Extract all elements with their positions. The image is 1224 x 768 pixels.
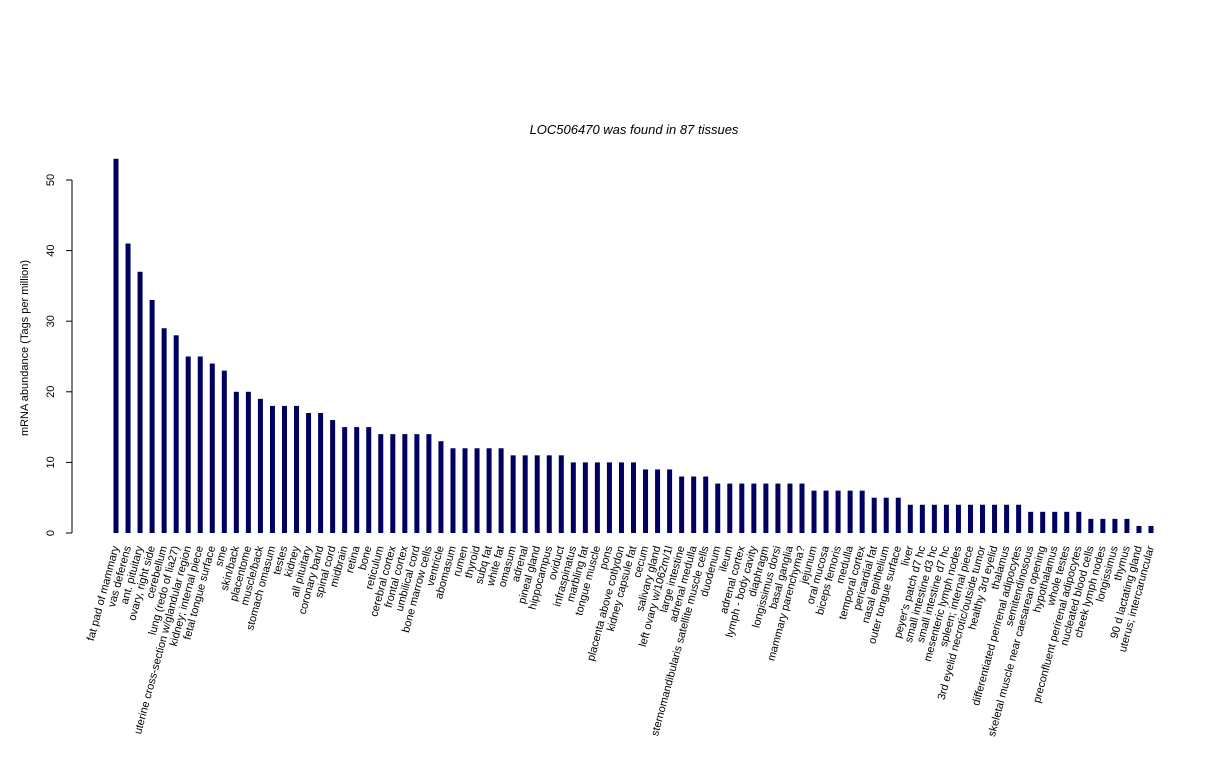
bar [859,490,865,533]
bar [185,356,191,533]
bar [233,391,239,533]
bar [486,448,492,533]
bar [438,441,444,533]
bar [281,405,287,533]
bar [739,483,745,533]
bar [943,504,949,533]
bar [1076,511,1082,533]
bar [294,405,300,533]
bar [354,427,360,533]
bar [534,455,540,533]
bar [137,271,143,533]
bar [1100,518,1106,533]
bar [1064,511,1070,533]
bar [390,434,396,533]
bar [269,405,275,533]
bar [631,462,636,533]
bar [931,504,937,533]
y-tick-label: 30 [45,315,57,327]
bar [498,448,504,533]
y-tick-label: 50 [45,174,57,186]
bar [318,412,324,533]
bar [1016,504,1022,533]
bar [378,434,384,533]
bar [366,427,372,533]
y-tick-label: 20 [45,386,57,398]
bar [655,469,661,533]
bar [883,497,889,533]
bar [835,490,841,533]
bar [799,483,805,533]
bar [426,434,432,533]
bar [691,476,697,533]
bar [414,434,420,533]
bar [980,504,986,533]
bar [1112,518,1118,533]
x-tick-label: sme [213,545,230,568]
bar [558,455,564,533]
bar [1148,525,1154,533]
bar [811,490,817,533]
bar [715,483,721,533]
bar [306,412,312,533]
bar [570,462,576,533]
bar [161,328,167,533]
bar [907,504,913,533]
bar [209,363,215,533]
bar [1136,525,1142,533]
bar [546,455,552,533]
bar [462,448,468,533]
bar [871,497,877,533]
bar [955,504,961,533]
bar [775,483,781,533]
bar [257,398,263,533]
bar [1028,511,1034,533]
bar [149,300,155,533]
y-tick-label: 10 [45,456,57,468]
bar [847,490,853,533]
bar [1052,511,1058,533]
bar [727,483,733,533]
bar [787,483,793,533]
bar [342,427,348,533]
bar [606,462,612,533]
bar [173,335,179,533]
bar [919,504,925,533]
bar [643,469,649,533]
bar [823,490,829,533]
bar [402,434,408,533]
bar [594,462,600,533]
x-tick-label: liver [899,544,916,567]
bar [522,455,528,533]
bar [474,448,480,533]
bar [582,462,588,533]
bar [751,483,757,533]
bar [1124,518,1130,533]
bar [703,476,709,533]
bar [895,497,901,533]
bar [221,370,227,533]
bar [667,469,673,533]
bar [1040,511,1046,533]
bar [618,462,624,533]
bar [510,455,516,533]
y-tick-label: 0 [45,530,57,536]
bar [450,448,456,533]
bar [125,243,131,533]
bar [992,504,998,533]
bar [1004,504,1010,533]
bar [113,158,119,534]
bar [330,420,336,533]
bar [245,391,251,533]
bar [763,483,769,533]
y-axis-label: mRNA abundance (Tags per million) [19,260,31,436]
chart-title: LOC506470 was found in 87 tissues [530,122,739,137]
bar [1088,518,1094,533]
bar [679,476,685,533]
bar [197,356,203,533]
bar [967,504,973,533]
y-tick-label: 40 [45,244,57,256]
